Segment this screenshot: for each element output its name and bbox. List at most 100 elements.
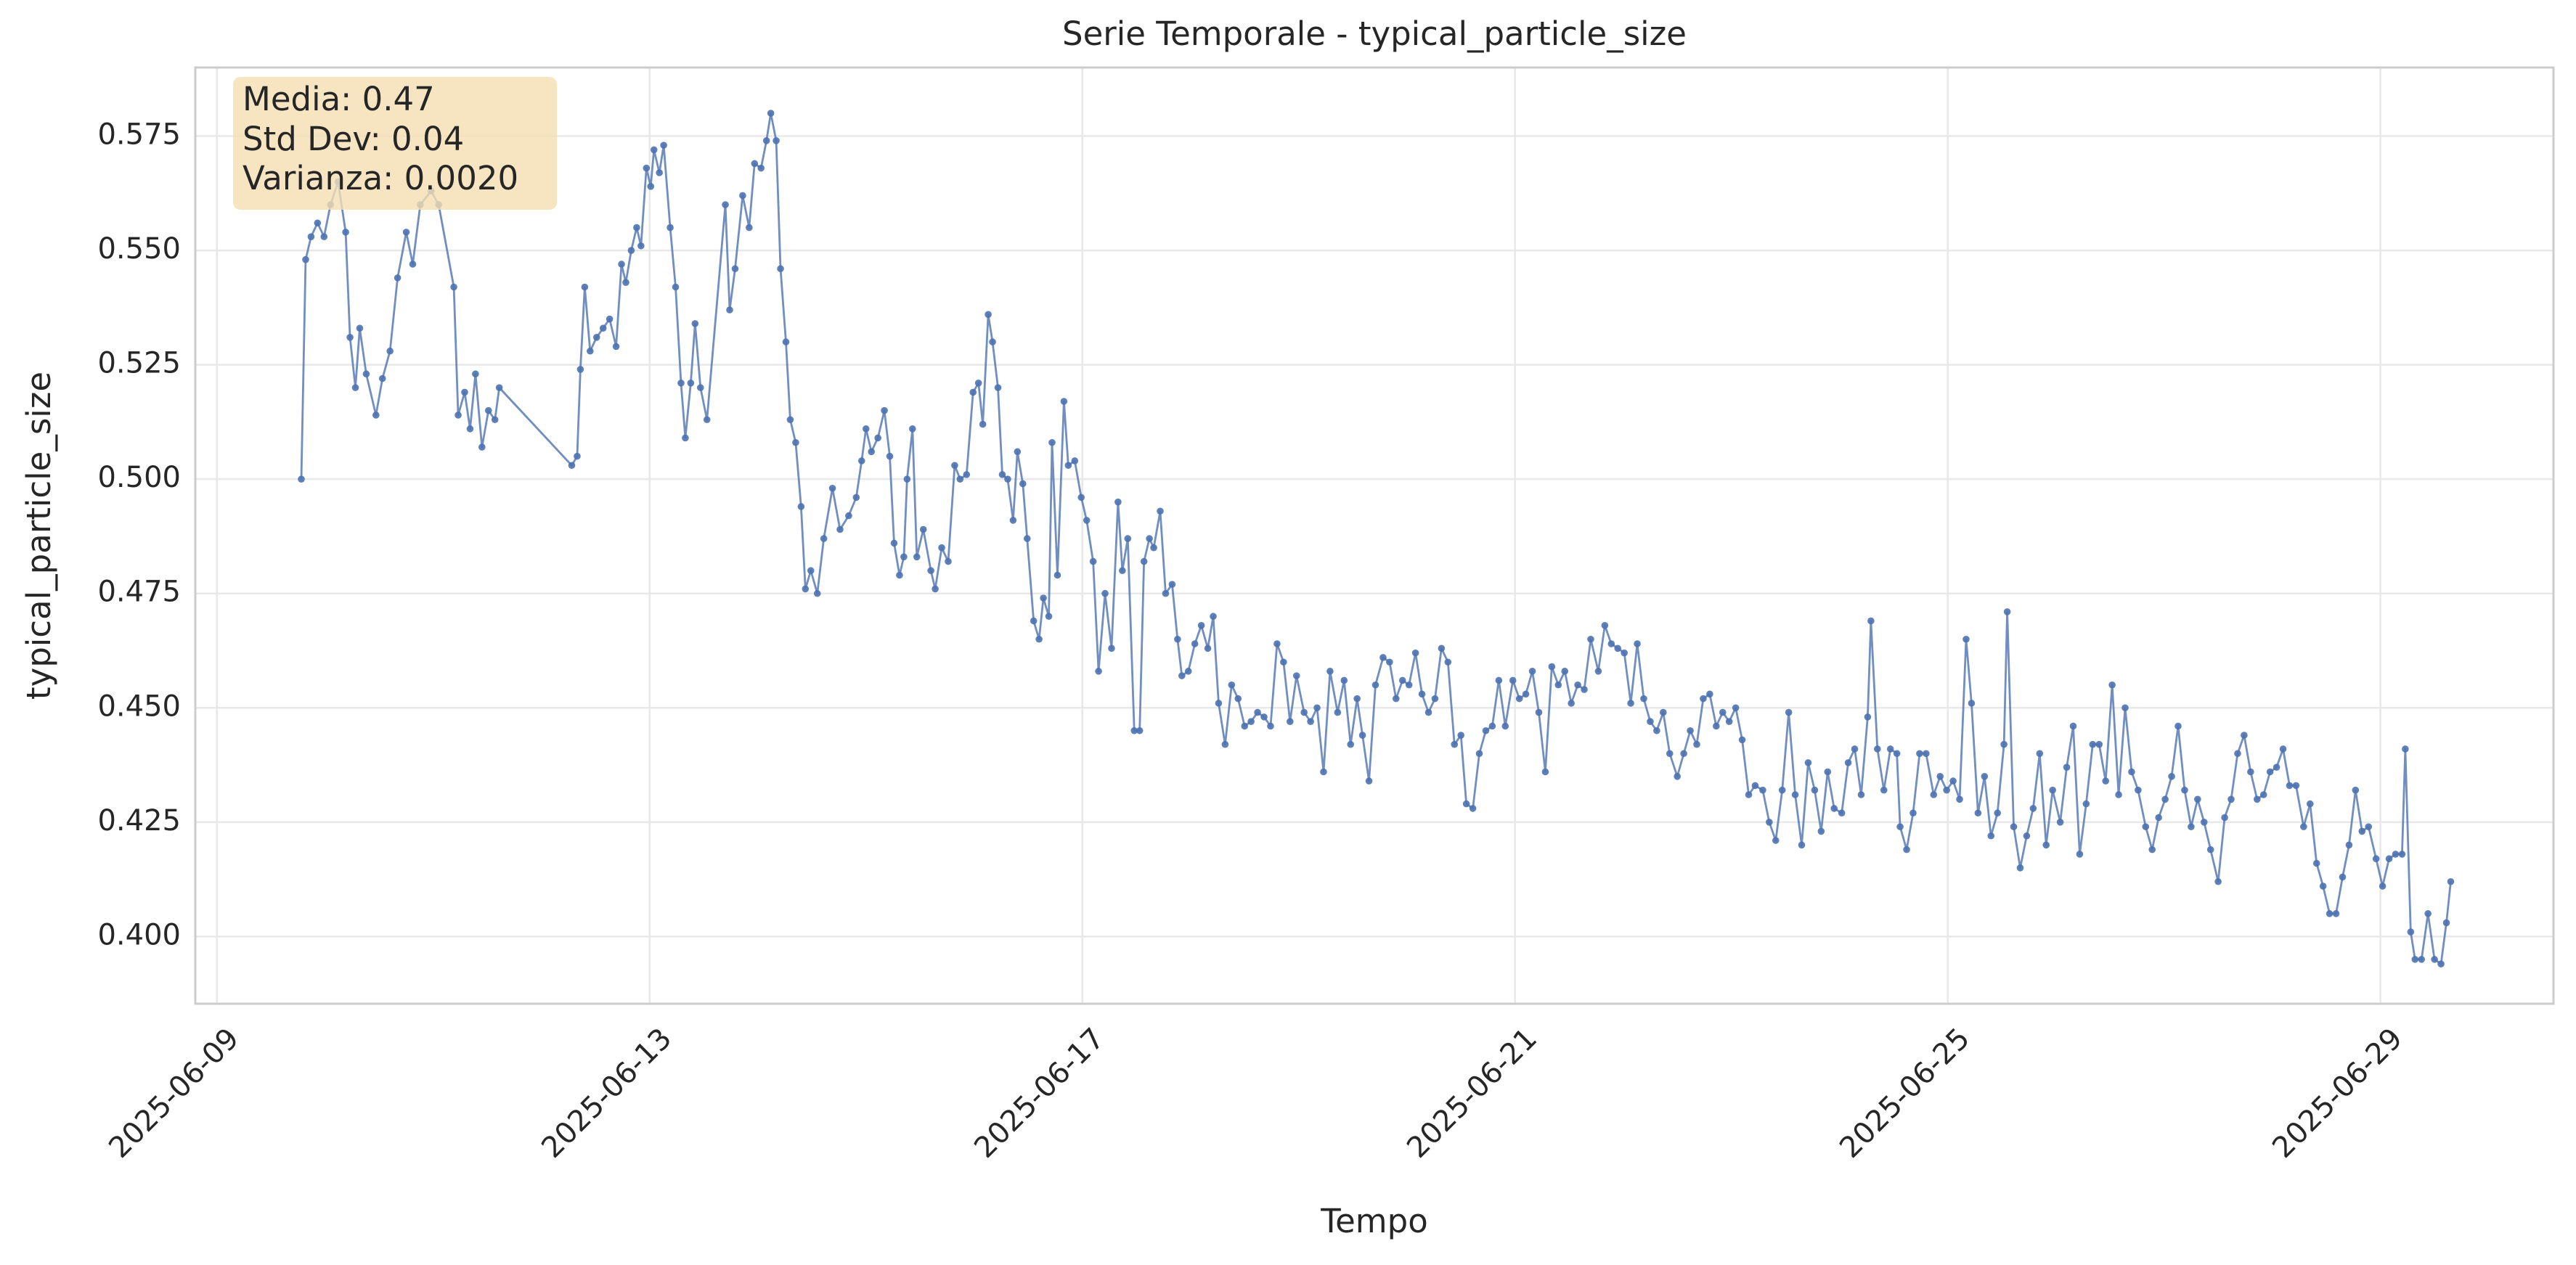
data-point — [2016, 864, 2024, 872]
data-point — [1647, 718, 1654, 725]
x-tick-label: 2025-06-17 — [968, 1022, 1111, 1165]
data-point — [1197, 622, 1205, 629]
data-point — [731, 265, 739, 273]
data-point — [2253, 795, 2261, 803]
data-point — [2128, 768, 2135, 776]
plot-area — [298, 110, 2455, 967]
data-point — [938, 544, 945, 552]
data-point — [1798, 841, 1806, 849]
data-point — [1398, 676, 1406, 684]
data-point — [1522, 690, 1530, 698]
data-point — [606, 315, 614, 323]
data-point — [351, 384, 359, 391]
data-point — [998, 471, 1006, 478]
data-point — [2089, 740, 2097, 748]
data-point — [2292, 782, 2300, 790]
data-point — [1071, 457, 1079, 464]
data-point — [1772, 837, 1780, 844]
data-point — [1535, 708, 1543, 716]
data-point — [1949, 777, 1957, 785]
data-point — [762, 137, 770, 144]
data-point — [1824, 768, 1832, 776]
data-point — [1130, 726, 1138, 734]
data-point — [2168, 773, 2175, 780]
data-point — [2424, 910, 2432, 917]
data-point — [1221, 740, 1229, 748]
data-point — [1191, 640, 1199, 647]
axes-frame — [194, 66, 2555, 1005]
data-point — [1009, 517, 1017, 524]
data-point — [2437, 960, 2445, 967]
data-point — [618, 261, 625, 268]
data-point — [1574, 681, 1581, 689]
data-point — [1943, 786, 1950, 794]
data-point — [2056, 819, 2064, 826]
x-tick-label: 2025-06-29 — [2266, 1022, 2409, 1165]
data-point — [650, 146, 658, 154]
data-point — [472, 370, 479, 378]
data-point — [1286, 718, 1294, 725]
data-point — [1778, 786, 1786, 794]
data-point — [1581, 686, 1588, 693]
data-point — [378, 374, 386, 382]
data-point — [2155, 814, 2162, 822]
data-point — [1548, 663, 1556, 671]
data-point — [1475, 750, 1483, 758]
data-point — [346, 334, 354, 341]
data-point — [1817, 827, 1825, 835]
data-point — [2418, 956, 2426, 963]
data-point — [1482, 726, 1490, 734]
data-point — [746, 224, 753, 232]
data-point — [495, 384, 503, 391]
data-point — [1968, 700, 1976, 707]
data-point — [828, 484, 836, 492]
data-point — [1601, 622, 1609, 629]
data-point — [1418, 690, 1426, 698]
data-point — [1273, 640, 1281, 647]
data-point — [1313, 704, 1321, 712]
data-point — [1994, 809, 2001, 817]
data-point — [1077, 494, 1085, 502]
data-point — [2402, 745, 2409, 753]
data-point — [461, 388, 468, 396]
y-tick-label: 0.400 — [97, 918, 181, 951]
series-line — [300, 112, 2452, 965]
x-tick-label: 2025-06-21 — [1401, 1022, 1544, 1165]
data-point — [2273, 763, 2281, 771]
data-point — [1040, 594, 1047, 602]
y-axis-label: typical_particle_size — [20, 372, 58, 700]
data-point — [2407, 928, 2415, 936]
data-point — [2319, 883, 2327, 890]
data-point — [568, 462, 576, 470]
data-point — [1528, 668, 1536, 675]
data-point — [1627, 700, 1634, 707]
data-point — [1700, 695, 1707, 703]
data-point — [1896, 823, 1904, 830]
data-point — [1379, 654, 1387, 661]
data-point — [1509, 676, 1517, 684]
data-point — [1280, 658, 1287, 666]
data-point — [845, 512, 852, 520]
data-point — [1666, 750, 1674, 758]
data-point — [1981, 773, 1989, 780]
data-point — [1706, 690, 1713, 698]
data-point — [802, 585, 810, 593]
data-point — [1719, 708, 1727, 716]
data-point — [1462, 800, 1470, 808]
data-point — [2200, 819, 2208, 826]
data-point — [2194, 795, 2201, 803]
data-point — [2247, 768, 2254, 776]
data-point — [1541, 768, 1549, 776]
data-point — [1738, 736, 1746, 744]
data-point — [587, 347, 594, 355]
data-point — [1561, 668, 1569, 675]
data-point — [672, 283, 680, 291]
data-point — [932, 585, 939, 593]
stats-box: Media: 0.47 Std Dev: 0.04 Varianza: 0.00… — [233, 77, 557, 210]
data-point — [643, 164, 651, 172]
data-point — [409, 261, 417, 268]
data-point — [2365, 823, 2373, 830]
data-point — [1634, 640, 1641, 647]
